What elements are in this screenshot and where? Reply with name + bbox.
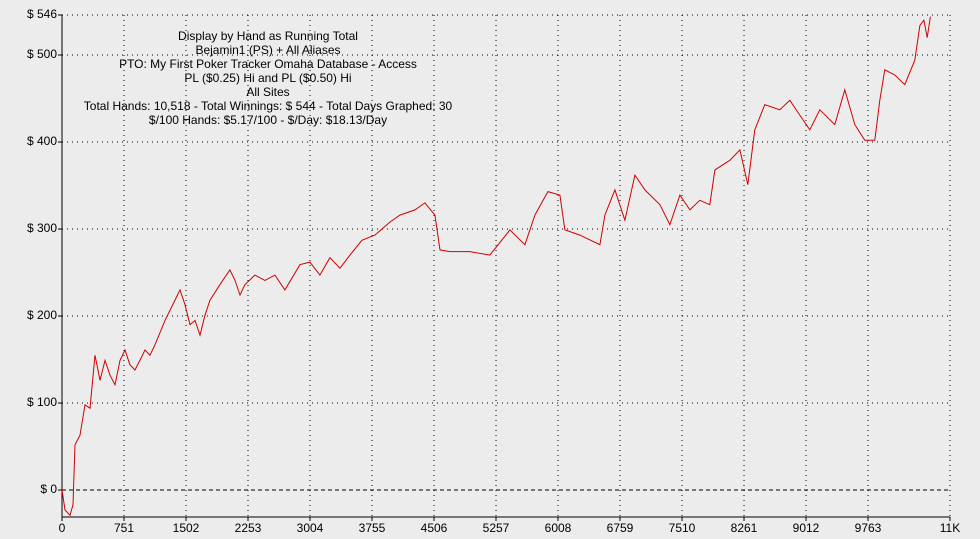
x-tick-label: 3004 <box>297 521 324 535</box>
x-tick-label: 9763 <box>855 521 882 535</box>
chart-title: Display by Hand as Running Total <box>178 29 358 43</box>
y-tick-label: $ 500 <box>27 47 57 61</box>
x-tick-label: 5257 <box>483 521 510 535</box>
y-tick-label: $ 100 <box>27 395 57 409</box>
subtitle-line: PL ($0.25) Hi and PL ($0.50) Hi <box>184 71 351 85</box>
x-tick-label: 7510 <box>669 521 696 535</box>
subtitle-line: Total Hands: 10,518 - Total Winnings: $ … <box>84 99 453 113</box>
x-tick-label: 4506 <box>421 521 448 535</box>
y-tick-label: $ 200 <box>27 308 57 322</box>
subtitle-line: $/100 Hands: $5.17/100 - $/Day: $18.13/D… <box>149 113 387 127</box>
x-tick-label: 3755 <box>359 521 386 535</box>
x-tick-label: 11K <box>940 521 960 535</box>
y-tick-label: $ 0 <box>40 482 57 496</box>
y-tick-label: $ 546 <box>27 7 57 21</box>
x-tick-label: 751 <box>114 521 134 535</box>
x-tick-label: 1502 <box>173 521 200 535</box>
x-tick-label: 0 <box>59 521 66 535</box>
x-tick-label: 8261 <box>731 521 758 535</box>
x-tick-label: 2253 <box>235 521 262 535</box>
x-tick-label: 6008 <box>545 521 572 535</box>
subtitle-line: PTO: My First Poker Tracker Omaha Databa… <box>119 57 417 71</box>
running-total-line <box>61 16 931 517</box>
y-tick-label: $ 300 <box>27 221 57 235</box>
subtitle-line: All Sites <box>246 85 289 99</box>
x-tick-label: 6759 <box>607 521 634 535</box>
y-tick-label: $ 400 <box>27 134 57 148</box>
subtitle-line: Bejamin1 (PS) + All Aliases <box>195 43 340 57</box>
x-tick-label: 9012 <box>793 521 820 535</box>
